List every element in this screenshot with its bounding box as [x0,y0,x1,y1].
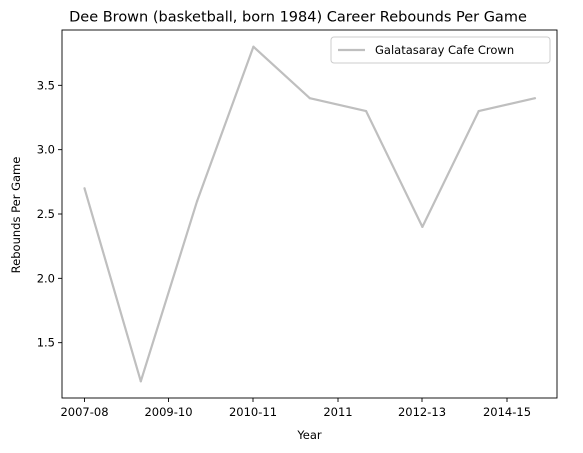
data-point [196,200,199,203]
data-point [421,225,424,228]
legend-entry: Galatasaray Cafe Crown [375,43,514,57]
plot-area: 1.5 2.0 2.5 3.0 3.5 2007-08 2009-10 2010-11 2011… [37,29,558,419]
data-point [308,97,311,100]
data-point [533,97,537,100]
axes-frame [61,29,558,399]
x-tick-label: 2014-15 [483,405,531,419]
x-tick-label: 2010-11 [229,405,277,419]
data-point [364,109,368,113]
x-tick-label: 2011 [323,405,352,419]
y-tick-label: 2.0 [37,271,55,285]
x-axis-label: Year [296,428,322,442]
data-point [83,187,86,190]
data-point [139,380,142,383]
data-point [477,109,480,113]
series-line [83,45,536,383]
x-tick-label: 2012-13 [398,405,446,419]
data-point [252,45,255,48]
legend-box [330,36,551,64]
x-tick-label: 2009-10 [144,405,192,419]
y-tick-label: 2.5 [37,207,55,221]
y-tick-label: 3.0 [37,143,55,157]
x-tick-label: 2007-08 [60,405,108,419]
chart-title: Dee Brown (basketball, born 1984) Career… [69,10,527,26]
y-axis-label: Rebounds Per Game [9,157,23,274]
y-tick-label: 3.5 [37,78,55,92]
y-tick-label: 1.5 [37,336,55,350]
